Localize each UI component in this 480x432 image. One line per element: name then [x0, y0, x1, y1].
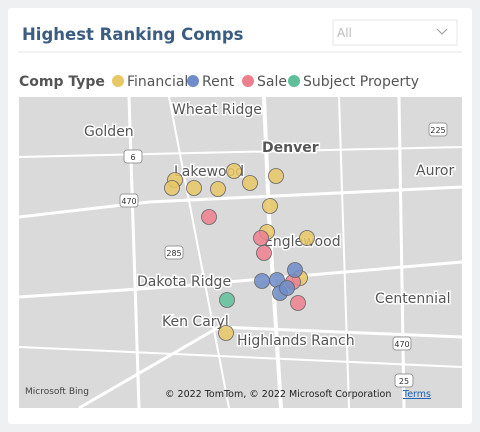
legend-swatch[interactable] — [242, 75, 254, 87]
legend-label[interactable]: Subject Property — [303, 74, 419, 90]
comp-marker[interactable] — [262, 198, 278, 214]
road-shield — [123, 149, 143, 164]
comp-marker[interactable] — [254, 273, 270, 289]
comp-marker[interactable] — [253, 230, 269, 246]
legend-swatch[interactable] — [288, 75, 300, 87]
road-shield — [119, 193, 139, 208]
legend-swatch[interactable] — [187, 75, 199, 87]
dropdown-arrow — [436, 28, 448, 35]
attribution: © 2022 TomTom, © 2022 Microsoft Corporat… — [165, 389, 391, 400]
roads — [19, 97, 462, 408]
comp-marker[interactable] — [290, 295, 306, 311]
legend-label[interactable]: Rent — [202, 74, 235, 90]
road-number: 285 — [166, 249, 181, 258]
road-shield — [394, 373, 414, 388]
legend-label[interactable]: Financial — [127, 74, 188, 90]
dropdown-value: All — [337, 26, 352, 40]
comp-marker[interactable] — [279, 280, 295, 296]
comp-marker[interactable] — [210, 181, 226, 197]
road-number: 6 — [130, 153, 135, 162]
title: Highest Ranking Comps — [22, 25, 244, 44]
place-label: Dakota Ridge — [137, 274, 231, 290]
legend: Financial Rent Sale Subject Property — [112, 74, 419, 90]
map-bg — [19, 97, 462, 408]
comp-marker[interactable] — [164, 180, 180, 196]
comp-marker[interactable] — [186, 180, 202, 196]
legend-title: Comp Type — [19, 74, 105, 90]
place-label: Wheat Ridge — [172, 102, 262, 118]
comp-marker[interactable] — [201, 209, 217, 225]
place-label: Golden — [84, 124, 134, 140]
road-number: 225 — [430, 126, 445, 135]
road-shield — [428, 122, 448, 137]
road-number: 470 — [121, 197, 136, 206]
place-label: Centennial — [375, 291, 450, 307]
place-label: Highlands Ranch — [237, 333, 355, 349]
comp-marker[interactable] — [256, 245, 272, 261]
comp-marker[interactable] — [287, 262, 303, 278]
place-label: Denver — [262, 140, 319, 156]
comp-marker[interactable] — [242, 175, 258, 191]
road-shield — [392, 336, 412, 351]
comp-marker[interactable] — [299, 230, 315, 246]
comp-marker[interactable] — [226, 163, 242, 179]
comp-marker[interactable] — [218, 325, 234, 341]
legend-swatch[interactable] — [112, 75, 124, 87]
road-shield — [164, 245, 184, 260]
terms-link[interactable]: Terms — [402, 389, 431, 400]
road-number: 25 — [399, 377, 409, 386]
road-number: 470 — [394, 340, 409, 349]
legend-label[interactable]: Sale — [257, 74, 287, 90]
comp-marker[interactable] — [219, 292, 235, 308]
comp-marker[interactable] — [268, 168, 284, 184]
place-label: Ken Caryl — [162, 314, 229, 330]
brand: Microsoft Bing — [25, 387, 89, 397]
place-label: Auror — [416, 163, 454, 179]
map: Wheat RidgeGoldenDenverAurorLakewoodEngl… — [19, 97, 462, 408]
dropdown[interactable] — [332, 19, 458, 46]
